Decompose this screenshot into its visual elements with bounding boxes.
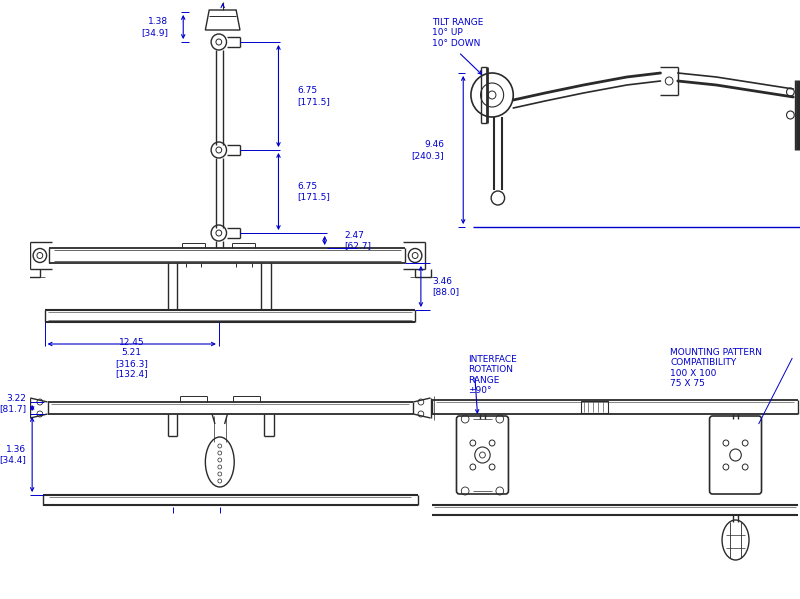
Text: 3.46
[88.0]: 3.46 [88.0]: [433, 277, 459, 296]
Text: MOUNTING PATTERN
COMPATIBILITY
100 X 100
75 X 75: MOUNTING PATTERN COMPATIBILITY 100 X 100…: [670, 348, 762, 388]
Bar: [581, 401, 607, 413]
Text: 6.75
[171.5]: 6.75 [171.5]: [298, 86, 330, 105]
Text: 2.47
[62.7]: 2.47 [62.7]: [344, 231, 371, 250]
Text: 12.45
5.21
[316.3]
[132.4]: 12.45 5.21 [316.3] [132.4]: [115, 338, 148, 378]
Text: 3.22
[81.7]: 3.22 [81.7]: [0, 394, 26, 413]
Text: 6.75
[171.5]: 6.75 [171.5]: [298, 182, 330, 201]
Text: 1.36
[34.4]: 1.36 [34.4]: [0, 445, 26, 464]
Text: INTERFACE
ROTATION
RANGE
±90°: INTERFACE ROTATION RANGE ±90°: [468, 355, 517, 395]
Text: 1.38
[34.9]: 1.38 [34.9]: [141, 17, 168, 37]
Text: TILT RANGE
10° UP
10° DOWN: TILT RANGE 10° UP 10° DOWN: [433, 18, 484, 48]
Text: 9.46
[240.3]: 9.46 [240.3]: [411, 140, 444, 160]
